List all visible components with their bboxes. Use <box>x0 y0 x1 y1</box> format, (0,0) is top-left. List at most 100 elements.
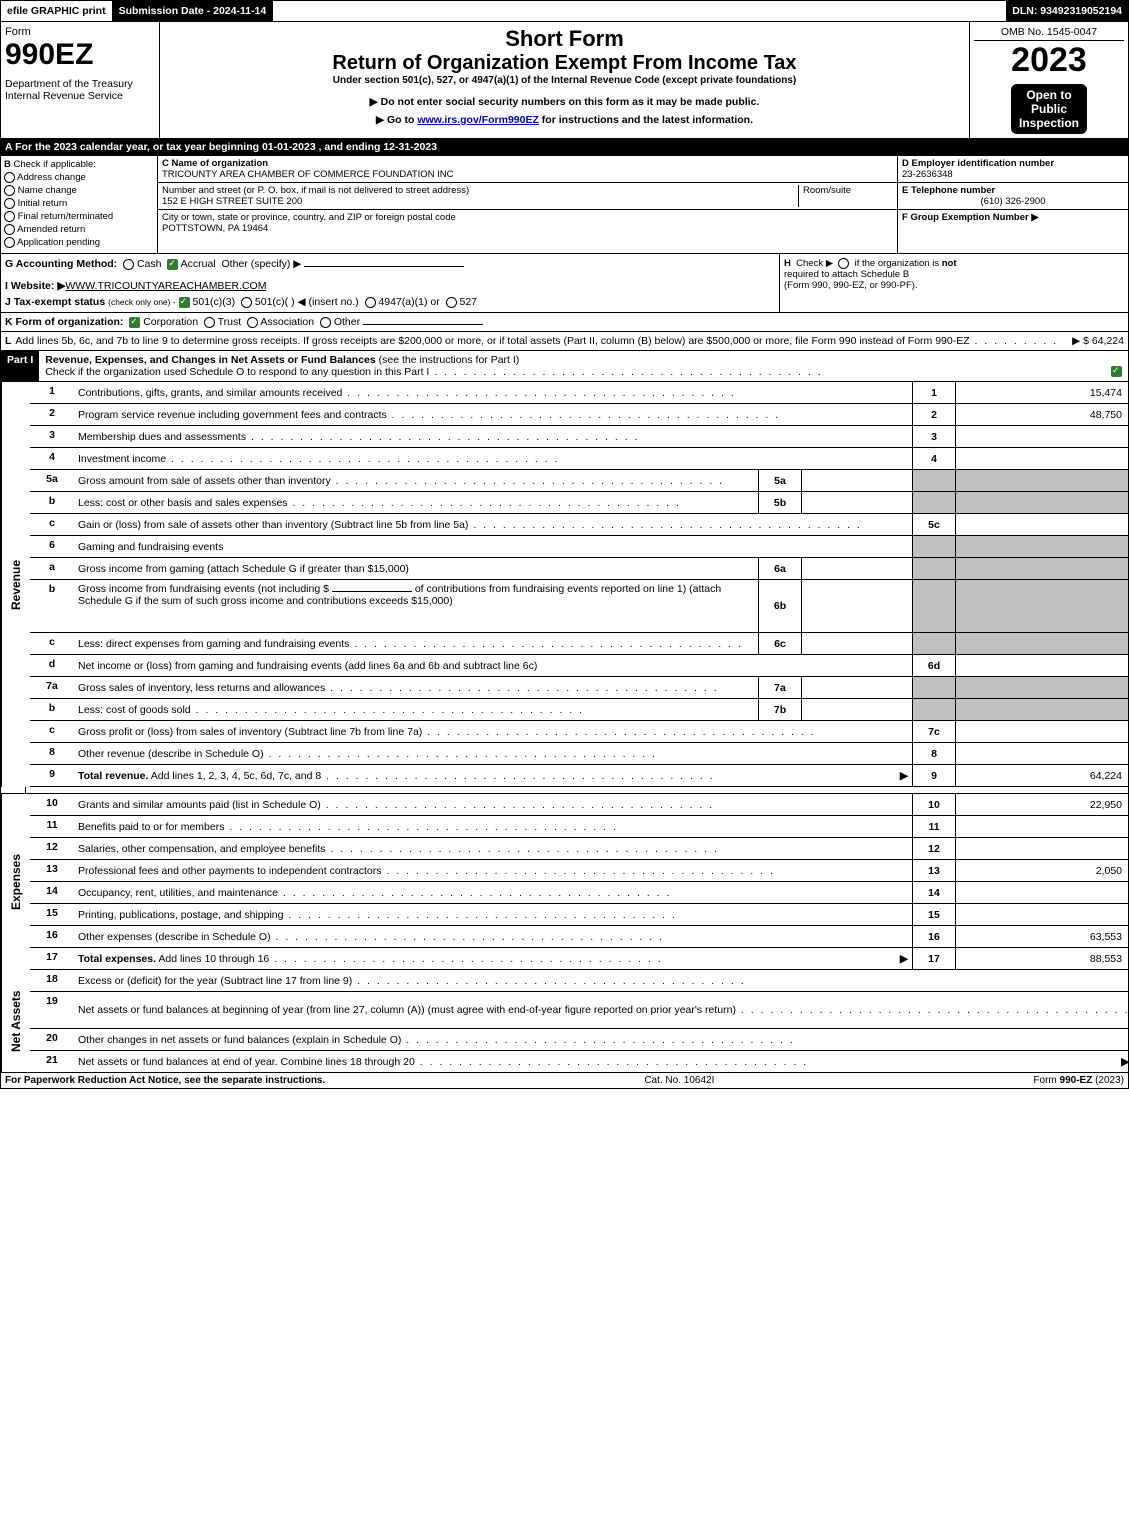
goto-link-line: ▶ Go to www.irs.gov/Form990EZ for instru… <box>164 114 965 126</box>
chk-h[interactable] <box>838 258 849 269</box>
line-3: 3 Membership dues and assessments 3 <box>30 426 1128 448</box>
l20-desc: Other changes in net assets or fund bala… <box>78 1034 401 1046</box>
l5b-sub: 5b <box>758 492 801 513</box>
h-not: not <box>942 258 957 269</box>
l5b-num: b <box>30 492 74 513</box>
title-sub: Under section 501(c), 527, or 4947(a)(1)… <box>164 75 965 86</box>
l5a-desc: Gross amount from sale of assets other t… <box>78 475 331 487</box>
k-trust: Trust <box>218 316 242 328</box>
chk-assoc[interactable] <box>247 317 258 328</box>
header-center: Short Form Return of Organization Exempt… <box>160 22 970 138</box>
l13-num: 13 <box>30 860 74 881</box>
footer-right-post: (2023) <box>1092 1075 1124 1086</box>
dln: DLN: 93492319052194 <box>1006 1 1128 21</box>
c-org-row: C Name of organization TRICOUNTY AREA CH… <box>158 156 897 183</box>
l5c-desc: Gain or (loss) from sale of assets other… <box>78 519 468 531</box>
chk-final-label: Final return/terminated <box>18 211 114 222</box>
chk-amended[interactable]: Amended return <box>4 224 154 235</box>
l13-desc: Professional fees and other payments to … <box>78 865 382 877</box>
chk-name[interactable]: Name change <box>4 185 154 196</box>
l7b-sub: 7b <box>758 699 801 720</box>
section-a: A For the 2023 calendar year, or tax yea… <box>0 139 1129 156</box>
chk-501c[interactable] <box>241 297 252 308</box>
chk-pending[interactable]: Application pending <box>4 237 154 248</box>
chk-final[interactable]: Final return/terminated <box>4 211 154 222</box>
line-13: 13 Professional fees and other payments … <box>30 860 1128 882</box>
l13-val: 2,050 <box>955 860 1128 881</box>
l11-ref: 11 <box>912 816 955 837</box>
l18-desc: Excess or (deficit) for the year (Subtra… <box>78 975 352 987</box>
l6c-sub: 6c <box>758 633 801 654</box>
l11-val <box>955 816 1128 837</box>
efile-print[interactable]: efile GRAPHIC print <box>1 1 113 21</box>
section-c: C Name of organization TRICOUNTY AREA CH… <box>158 156 898 253</box>
l4-ref: 4 <box>912 448 955 469</box>
chk-527[interactable] <box>446 297 457 308</box>
g-label: G Accounting Method: <box>5 258 117 270</box>
l1-ref: 1 <box>912 382 955 403</box>
part1-heading-sub: (see the instructions for Part I) <box>379 354 520 366</box>
inspection-box: Open to Public Inspection <box>1011 84 1087 134</box>
l14-num: 14 <box>30 882 74 903</box>
section-j: J Tax-exempt status (check only one) - 5… <box>5 296 775 308</box>
l6b-val <box>955 580 1128 632</box>
header-left: Form 990EZ Department of the Treasury In… <box>1 22 160 138</box>
line-16: 16 Other expenses (describe in Schedule … <box>30 926 1128 948</box>
j-501c3: 501(c)(3) <box>193 296 236 308</box>
l6a-desc: Gross income from gaming (attach Schedul… <box>78 563 409 575</box>
line-20: 20 Other changes in net assets or fund b… <box>30 1029 1129 1051</box>
l6c-num: c <box>30 633 74 654</box>
l7b-ref <box>912 699 955 720</box>
footer-center: Cat. No. 10642I <box>325 1075 1033 1086</box>
line-2: 2 Program service revenue including gove… <box>30 404 1128 426</box>
irs-link[interactable]: www.irs.gov/Form990EZ <box>417 114 539 126</box>
footer-left: For Paperwork Reduction Act Notice, see … <box>5 1075 325 1086</box>
l16-desc: Other expenses (describe in Schedule O) <box>78 931 271 943</box>
chk-initial[interactable]: Initial return <box>4 198 154 209</box>
chk-501c3[interactable] <box>179 297 190 308</box>
l7a-sub: 7a <box>758 677 801 698</box>
l17-num: 17 <box>30 948 74 969</box>
website-link[interactable]: WWW.TRICOUNTYAREACHAMBER.COM <box>65 280 266 292</box>
l6b-num: b <box>30 580 74 632</box>
chk-pending-label: Application pending <box>17 237 100 248</box>
l2-ref: 2 <box>912 404 955 425</box>
l7b-num: b <box>30 699 74 720</box>
l7a-subval <box>801 677 912 698</box>
l7c-val <box>955 721 1128 742</box>
chk-trust[interactable] <box>204 317 215 328</box>
l6a-val <box>955 558 1128 579</box>
l10-num: 10 <box>30 794 74 815</box>
l6c-subval <box>801 633 912 654</box>
chk-address[interactable]: Address change <box>4 172 154 183</box>
l7b-val <box>955 699 1128 720</box>
chk-corp[interactable] <box>129 317 140 328</box>
cash-label: Cash <box>137 258 162 270</box>
chk-accrual[interactable] <box>167 259 178 270</box>
l5a-num: 5a <box>30 470 74 491</box>
l1-num: 1 <box>30 382 74 403</box>
i-label: I Website: ▶ <box>5 280 65 292</box>
h-text2: if the organization is <box>855 258 942 269</box>
l16-val: 63,553 <box>955 926 1128 947</box>
l5b-val <box>955 492 1128 513</box>
chk-kother[interactable] <box>320 317 331 328</box>
chk-4947[interactable] <box>365 297 376 308</box>
j-insert: ◀ (insert no.) <box>298 296 359 308</box>
city-label: City or town, state or province, country… <box>162 212 456 223</box>
l16-ref: 16 <box>912 926 955 947</box>
l-amount: ▶ $ 64,224 <box>1072 335 1124 347</box>
l-text: Add lines 5b, 6c, and 7b to line 9 to de… <box>15 335 1064 347</box>
line-21: 21 Net assets or fund balances at end of… <box>30 1051 1129 1072</box>
l12-ref: 12 <box>912 838 955 859</box>
chk-cash[interactable] <box>123 259 134 270</box>
l-label: L <box>5 335 11 347</box>
l7b-subval <box>801 699 912 720</box>
line-14: 14 Occupancy, rent, utilities, and maint… <box>30 882 1128 904</box>
chk-address-label: Address change <box>17 172 86 183</box>
chk-part1[interactable] <box>1111 366 1122 377</box>
l5b-desc: Less: cost or other basis and sales expe… <box>78 497 288 509</box>
sidebar-expenses: Expenses <box>1 794 30 970</box>
l5a-ref <box>912 470 955 491</box>
accrual-label: Accrual <box>181 258 216 270</box>
